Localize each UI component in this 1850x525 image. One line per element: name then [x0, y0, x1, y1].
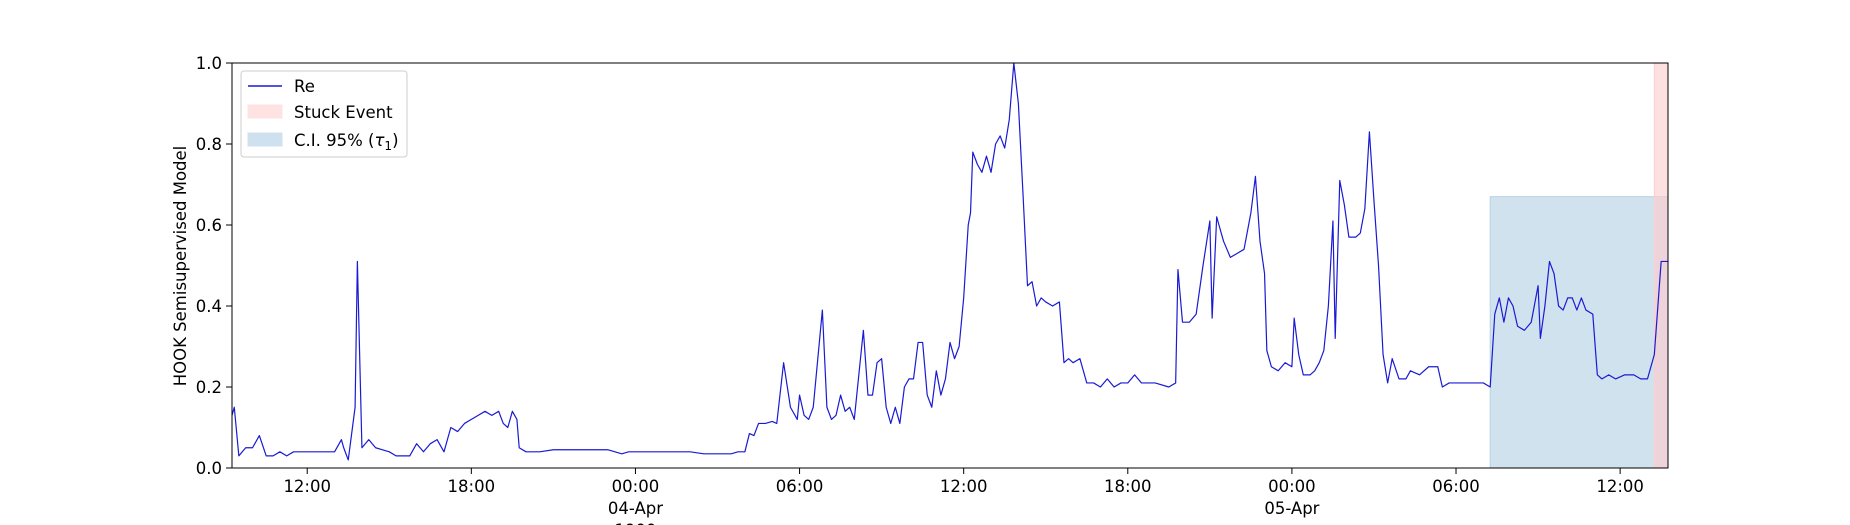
- x-tick-label: 00:00: [612, 477, 660, 496]
- legend-label: Stuck Event: [294, 103, 393, 122]
- y-tick-label: 0.6: [196, 216, 222, 235]
- bands-layer: [1489, 62, 1669, 469]
- y-tick-label: 0.0: [196, 459, 222, 478]
- y-tick-label: 0.4: [196, 297, 222, 316]
- x-tick-label: 06:00: [776, 477, 824, 496]
- x-tick-label: 00:00: [1268, 477, 1316, 496]
- x-tick-label: 12:00: [283, 477, 331, 496]
- plot-frame: [231, 62, 1669, 469]
- series-line-re: [231, 62, 1668, 461]
- y-tick-label: 0.2: [196, 378, 222, 397]
- ci-band: [1489, 196, 1669, 469]
- legend-swatch-patch: [247, 132, 283, 147]
- x-tick-label: 18:00: [1104, 477, 1152, 496]
- y-tick-label: 0.8: [196, 135, 222, 154]
- x-tick-label: 06:00: [1432, 477, 1480, 496]
- legend-label: C.I. 95% (τ1): [294, 131, 399, 153]
- legend-label: Re: [294, 77, 315, 96]
- x-tick-date-label: 05-Apr: [1264, 499, 1319, 518]
- plot-border: [231, 62, 1669, 469]
- y-axis: 0.0 0.2 0.4 0.6 0.8 1.0: [196, 54, 232, 478]
- x-axis: 12:00 18:00 00:00 04-Apr 1900 06:00 12:00 18:00…: [283, 468, 1644, 525]
- y-axis-label: HOOK Semisupervised Model: [171, 146, 190, 387]
- x-tick-year-label: 1900: [614, 521, 656, 525]
- y-tick-label: 1.0: [196, 54, 222, 73]
- legend: Re Stuck Event C.I. 95% (τ1): [240, 70, 408, 158]
- x-tick-label: 18:00: [448, 477, 496, 496]
- x-tick-label: 12:00: [1596, 477, 1644, 496]
- x-tick-label: 12:00: [940, 477, 988, 496]
- legend-swatch-patch: [247, 104, 283, 119]
- series-layer: [231, 62, 1668, 461]
- x-tick-date-label: 04-Apr: [608, 499, 663, 518]
